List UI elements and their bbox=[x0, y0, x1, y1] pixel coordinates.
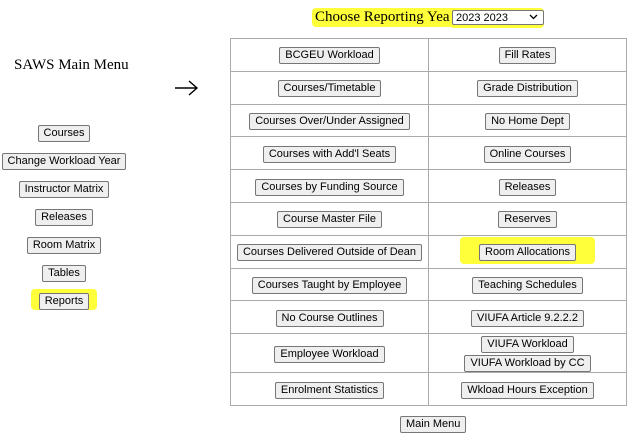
table-cell: Teaching Schedules bbox=[428, 267, 627, 302]
table-cell: No Course Outlines bbox=[230, 300, 429, 335]
table-cell: Courses Delivered Outside of Dean bbox=[230, 234, 429, 269]
menu-button[interactable]: Instructor Matrix bbox=[18, 181, 110, 198]
table-row: Employee Workload VIUFA WorkloadVIUFA Wor… bbox=[230, 333, 627, 374]
table-row: Courses Delivered Outside of Dean Room Al… bbox=[230, 234, 627, 269]
highlight: Releases bbox=[35, 207, 93, 226]
table-cell: Courses Taught by Employee bbox=[230, 267, 429, 302]
table-cell: Grade Distribution bbox=[428, 70, 627, 105]
report-button[interactable]: Enrolment Statistics bbox=[274, 381, 385, 399]
report-button[interactable]: No Home Dept bbox=[485, 112, 570, 130]
report-button[interactable]: VIUFA Workload by CC bbox=[464, 355, 591, 373]
year-select[interactable]: 2023 2023 bbox=[452, 10, 544, 25]
table-row: Courses/Timetable Grade Distribution bbox=[230, 70, 627, 105]
arrow-icon bbox=[175, 80, 199, 96]
report-button[interactable]: Fill Rates bbox=[498, 47, 557, 65]
sidebar-item: Change Workload Year bbox=[0, 151, 128, 179]
report-table: BCGEU Workload Fill Rates Courses/Timetabl… bbox=[230, 38, 627, 406]
highlight: Change Workload Year bbox=[1, 151, 127, 170]
menu-button[interactable]: Courses bbox=[37, 125, 91, 142]
table-cell: Course Master File bbox=[230, 201, 429, 236]
menu-button[interactable]: Releases bbox=[35, 209, 93, 226]
year-select-wrap: 2023 2023 bbox=[450, 8, 544, 28]
highlight: Courses bbox=[37, 123, 91, 142]
menu-button[interactable]: Reports bbox=[38, 293, 90, 310]
table-cell: Courses by Funding Source bbox=[230, 169, 429, 203]
sidebar-item: Reports bbox=[0, 289, 128, 319]
highlight: Room Allocations bbox=[460, 237, 595, 265]
highlight: Tables bbox=[42, 263, 86, 282]
report-button[interactable]: Course Master File bbox=[277, 211, 382, 229]
table-row: Course Master File Reserves bbox=[230, 201, 627, 236]
report-button[interactable]: Courses Taught by Employee bbox=[251, 276, 408, 294]
table-row: Courses Taught by Employee Teaching Sched… bbox=[230, 267, 627, 302]
report-button[interactable]: VIUFA Workload bbox=[481, 336, 574, 354]
table-cell: Room Allocations bbox=[428, 234, 627, 269]
sidebar: Courses Change Workload Year Instructor Ma… bbox=[0, 123, 128, 319]
table-cell: Courses/Timetable bbox=[230, 70, 429, 105]
table-cell: Online Courses bbox=[428, 136, 627, 171]
menu-button[interactable]: Room Matrix bbox=[26, 237, 102, 254]
table-cell: BCGEU Workload bbox=[230, 38, 429, 72]
table-cell: Wkload Hours Exception bbox=[428, 372, 627, 406]
sidebar-item: Tables bbox=[0, 263, 128, 291]
highlight: Instructor Matrix bbox=[18, 179, 110, 198]
table-row: Enrolment Statistics Wkload Hours Excepti… bbox=[230, 372, 627, 406]
table-cell: Employee Workload bbox=[230, 333, 429, 374]
report-button[interactable]: Online Courses bbox=[483, 145, 572, 163]
table-cell: Enrolment Statistics bbox=[230, 372, 429, 406]
table-cell: Reserves bbox=[428, 201, 627, 236]
report-button[interactable]: VIUFA Article 9.2.2.2 bbox=[471, 309, 584, 327]
table-row: BCGEU Workload Fill Rates bbox=[230, 38, 627, 72]
report-button[interactable]: Reserves bbox=[498, 211, 557, 229]
table-cell: VIUFA Article 9.2.2.2 bbox=[428, 300, 627, 335]
report-button[interactable]: Courses/Timetable bbox=[277, 80, 382, 98]
highlight: Room Matrix bbox=[26, 235, 102, 254]
report-button[interactable]: Grade Distribution bbox=[477, 80, 578, 98]
menu-button[interactable]: Change Workload Year bbox=[1, 153, 127, 170]
report-button[interactable]: Room Allocations bbox=[479, 244, 576, 262]
table-cell: Courses Over/Under Assigned bbox=[230, 103, 429, 138]
table-row: No Course Outlines VIUFA Article 9.2.2.2 bbox=[230, 300, 627, 335]
report-button[interactable]: Courses with Add'l Seats bbox=[262, 145, 397, 163]
sidebar-item: Courses bbox=[0, 123, 128, 151]
sidebar-item: Instructor Matrix bbox=[0, 179, 128, 207]
main-menu-button[interactable]: Main Menu bbox=[400, 416, 467, 433]
table-row: Courses Over/Under Assigned No Home Dept bbox=[230, 103, 627, 138]
report-button[interactable]: Employee Workload bbox=[274, 345, 385, 363]
menu-title: SAWS Main Menu bbox=[14, 57, 129, 73]
table-cell: Releases bbox=[428, 169, 627, 203]
table-cell: Fill Rates bbox=[428, 38, 627, 72]
report-button[interactable]: Teaching Schedules bbox=[472, 276, 583, 294]
year-title: Choose Reporting Year : bbox=[312, 8, 466, 27]
report-button[interactable]: No Course Outlines bbox=[275, 309, 384, 327]
menu-button[interactable]: Tables bbox=[42, 265, 86, 282]
report-button[interactable]: Releases bbox=[498, 178, 557, 196]
sidebar-item: Releases bbox=[0, 207, 128, 235]
table-row: Courses with Add'l Seats Online Courses bbox=[230, 136, 627, 171]
table-cell: No Home Dept bbox=[428, 103, 627, 138]
report-button[interactable]: Courses by Funding Source bbox=[255, 178, 404, 196]
sidebar-item: Room Matrix bbox=[0, 235, 128, 263]
report-button[interactable]: BCGEU Workload bbox=[279, 47, 380, 65]
table-row: Courses by Funding Source Releases bbox=[230, 169, 627, 203]
report-button[interactable]: Courses Delivered Outside of Dean bbox=[236, 244, 423, 262]
report-button[interactable]: Courses Over/Under Assigned bbox=[249, 112, 410, 130]
table-cell: VIUFA WorkloadVIUFA Workload by CC bbox=[428, 333, 627, 374]
dropdown-chevron bbox=[529, 14, 538, 20]
report-button[interactable]: Wkload Hours Exception bbox=[461, 381, 594, 399]
table-cell: Courses with Add'l Seats bbox=[230, 136, 429, 171]
highlight: Reports bbox=[30, 289, 98, 310]
